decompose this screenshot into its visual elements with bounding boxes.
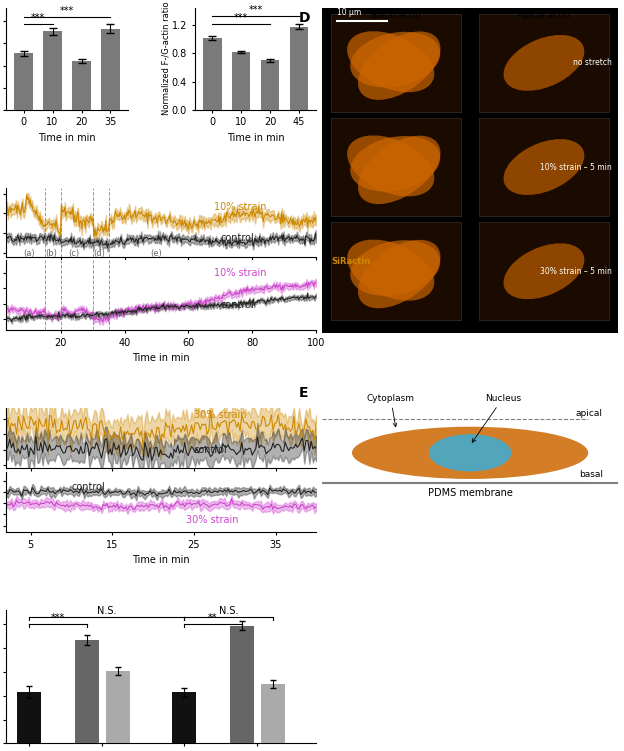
Ellipse shape [350,240,440,296]
Text: SiRactin: SiRactin [331,257,371,266]
Text: ***: *** [51,614,65,623]
Bar [106,671,130,743]
Text: control: control [220,233,254,243]
Text: 10% strain: 10% strain [214,203,266,213]
Text: ***: *** [60,6,74,16]
Text: PDMS membrane: PDMS membrane [427,487,512,498]
Text: basal: basal [579,470,603,479]
Bar [43,32,62,110]
Text: ***: *** [31,13,45,23]
Text: 30% strain – 5 min: 30% strain – 5 min [540,267,612,276]
Bar [17,692,41,743]
Text: N.S.: N.S. [97,606,117,616]
Text: (d): (d) [93,249,105,258]
Bar [14,53,33,110]
Bar [172,692,197,743]
Text: Nucleus: Nucleus [472,394,521,442]
Text: **: ** [208,614,218,623]
FancyBboxPatch shape [479,222,609,320]
Ellipse shape [347,135,434,197]
Bar [232,52,250,110]
Bar [230,626,254,743]
FancyBboxPatch shape [331,14,461,112]
Text: control: control [72,481,105,491]
Bar [75,640,99,743]
Text: 30% strain: 30% strain [194,410,246,421]
Text: N.S.: N.S. [219,606,238,616]
Bar [261,684,285,743]
Ellipse shape [504,35,584,91]
Title: 10% Strain: 10% Strain [36,0,98,2]
X-axis label: Time in min: Time in min [132,353,190,363]
Bar [290,26,308,110]
Text: 30% strain: 30% strain [186,515,238,525]
Ellipse shape [358,240,441,308]
FancyBboxPatch shape [331,118,461,216]
Text: (c): (c) [68,249,79,258]
Text: 10 μm: 10 μm [337,8,361,17]
Ellipse shape [350,136,440,192]
Text: control: control [220,300,254,309]
Text: (a): (a) [23,249,34,258]
Ellipse shape [504,139,584,195]
Ellipse shape [347,240,434,300]
FancyBboxPatch shape [479,118,609,216]
Ellipse shape [429,434,512,472]
Text: 10% strain – 5 min: 10% strain – 5 min [540,162,612,171]
Bar [261,60,280,110]
Ellipse shape [352,427,588,479]
Ellipse shape [504,243,584,299]
Text: ***: *** [234,13,248,23]
FancyBboxPatch shape [479,14,609,112]
Text: D: D [299,11,310,25]
Bar [203,38,222,110]
Text: E: E [299,386,308,400]
Text: Cytoplasm: Cytoplasm [367,394,415,427]
Text: Apical actin: Apical actin [517,11,570,20]
Text: control: control [194,445,228,455]
Text: apical: apical [576,409,603,418]
Y-axis label: Normalized F-/G-actin ratio: Normalized F-/G-actin ratio [162,2,170,116]
FancyBboxPatch shape [331,222,461,320]
Ellipse shape [350,32,440,88]
Text: ***: *** [248,5,263,15]
Text: (e): (e) [150,249,162,258]
Ellipse shape [358,32,441,100]
Text: (b): (b) [45,249,57,258]
Bar [101,29,120,110]
Ellipse shape [347,32,434,92]
X-axis label: Time in min: Time in min [38,133,96,143]
X-axis label: Time in min: Time in min [227,133,285,143]
Title: 30% Strain: 30% Strain [225,0,286,2]
Ellipse shape [358,136,441,204]
Bar [72,61,91,110]
Text: 10% strain: 10% strain [214,268,266,278]
Text: Basal actin: Basal actin [371,11,421,20]
Text: no stretch: no stretch [573,59,612,68]
X-axis label: Time in min: Time in min [132,556,190,566]
